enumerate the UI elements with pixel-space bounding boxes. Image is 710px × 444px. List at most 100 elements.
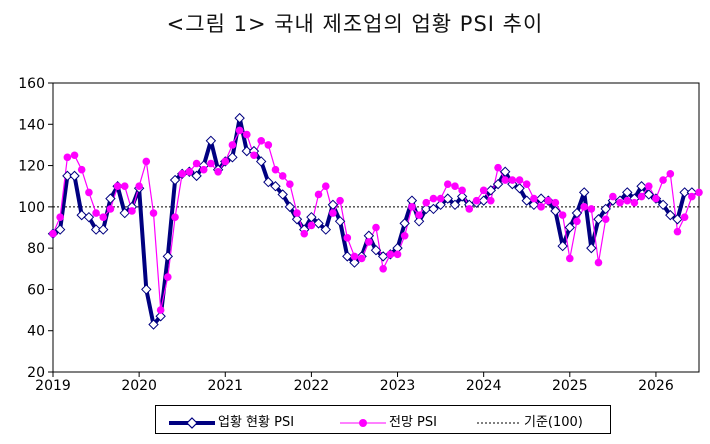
outlook-psi-point [695, 188, 703, 197]
outlook-psi-point [99, 213, 108, 221]
outlook-psi-point [659, 176, 667, 184]
current-psi-point [234, 112, 245, 124]
outlook-psi-point [508, 176, 517, 184]
current-psi-point [105, 193, 116, 204]
x-tick-label: 2024 [466, 378, 502, 394]
outlook-psi-point [566, 254, 574, 263]
outlook-psi-point [472, 196, 481, 205]
outlook-psi-point [120, 182, 129, 191]
y-tick-label: 160 [18, 76, 45, 92]
current-psi-point [492, 178, 504, 190]
x-tick-label: 2026 [638, 378, 674, 394]
outlook-psi-point [307, 221, 316, 230]
current-psi-point [291, 214, 303, 225]
outlook-psi-point [501, 176, 510, 184]
outlook-psi-point [228, 141, 237, 149]
outlook-psi-point [594, 258, 603, 267]
legend-item-baseline: 기준(100) [476, 411, 583, 430]
outlook-psi-point [300, 229, 309, 238]
current-psi-point [456, 191, 468, 202]
legend-item-outlook: 전망 PSI [339, 411, 437, 430]
outlook-psi-point [92, 209, 100, 217]
outlook-psi-point [429, 194, 438, 203]
current-psi-point [320, 224, 331, 235]
legend-outlook-label: 전망 PSI [389, 415, 437, 430]
outlook-psi-point [609, 192, 617, 201]
current-psi-point [528, 199, 540, 210]
x-tick-label: 2025 [552, 378, 588, 394]
current-psi-point [191, 170, 202, 182]
current-psi-point [557, 240, 568, 252]
outlook-psi-point [278, 172, 287, 180]
current-psi-point [155, 311, 166, 322]
current-psi-point [442, 193, 453, 204]
current-psi-point [428, 203, 439, 215]
current-psi-point [478, 195, 489, 206]
legend-outlook-sample [340, 418, 386, 427]
outlook-psi-point [479, 186, 488, 195]
outlook-psi-point [465, 205, 474, 213]
outlook-psi-point [293, 209, 301, 217]
y-tick-label: 60 [27, 282, 45, 298]
y-axis: 20 40 60 80 100 120 140 160 [18, 76, 53, 381]
outlook-psi-point [221, 157, 230, 166]
outlook-psi-point [178, 170, 186, 178]
current-psi-point [679, 187, 690, 198]
outlook-psi-point [63, 153, 72, 162]
outlook-psi-point [494, 163, 502, 172]
outlook-psi-point [149, 209, 158, 217]
outlook-psi-point [637, 192, 646, 201]
outlook-psi-point [142, 157, 151, 166]
y-tick-label: 80 [27, 241, 45, 257]
current-psi-point [54, 224, 66, 235]
y-tick-label: 140 [18, 117, 45, 133]
current-psi-point [141, 284, 152, 295]
current-psi-point [342, 251, 353, 262]
outlook-psi-point [329, 209, 337, 217]
outlook-psi-point [616, 198, 624, 207]
outlook-psi-point [199, 165, 208, 174]
outlook-psi-point [250, 151, 258, 160]
current-psi-point [586, 242, 597, 254]
current-psi-point [205, 135, 217, 147]
outlook-psi-point [49, 229, 57, 238]
outlook-psi-point [393, 250, 402, 259]
current-psi-point [349, 257, 360, 268]
current-psi-point [550, 205, 561, 217]
outlook-psi-point [106, 205, 115, 213]
current-psi-point [162, 251, 174, 262]
outlook-psi-point [156, 306, 165, 314]
legend-item-current: 업황 현황 PSI [168, 411, 294, 430]
current-psi-point [334, 216, 346, 227]
current-psi-point [90, 224, 102, 235]
outlook-psi-point [544, 196, 553, 205]
outlook-psi-point [436, 194, 445, 203]
outlook-psi-point [558, 211, 567, 219]
current-psi-point [435, 199, 446, 210]
current-psi-point [521, 195, 532, 206]
current-psi-point [270, 181, 281, 192]
outlook-psi-point [573, 217, 581, 226]
current-psi-point [593, 214, 604, 225]
outlook-psi-point [630, 198, 639, 207]
current-psi-point [578, 187, 590, 198]
current-psi-point [672, 214, 683, 225]
outlook-psi-point [85, 188, 93, 197]
outlook-psi-point [408, 203, 416, 211]
current-psi-point [169, 174, 181, 186]
y-tick-label: 120 [18, 159, 45, 175]
outlook-psi-point [551, 198, 560, 207]
outlook-psi-point [522, 180, 531, 188]
outlook-psi-point [235, 126, 244, 135]
current-psi-point [665, 209, 676, 221]
outlook-psi-point [400, 231, 409, 240]
outlook-psi-point [56, 213, 64, 221]
current-psi-point [370, 245, 382, 256]
outlook-psi-point [207, 159, 215, 168]
x-tick-label: 2023 [380, 378, 416, 394]
x-tick-label: 2021 [207, 378, 243, 394]
legend-current-sample [169, 416, 215, 429]
outlook-psi-point [530, 194, 538, 203]
outlook-psi-point [652, 194, 660, 203]
